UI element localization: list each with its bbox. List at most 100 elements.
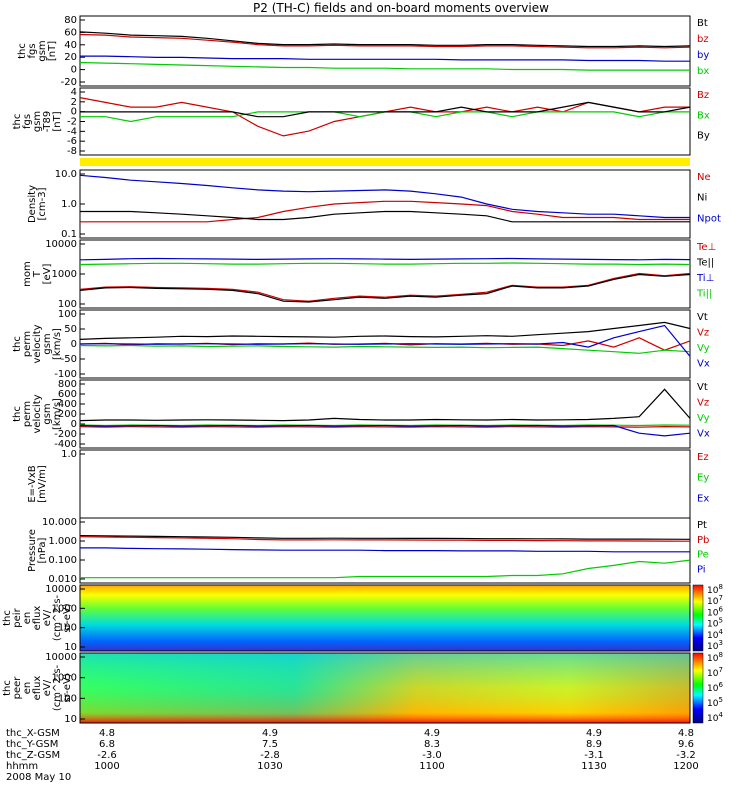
- y-tick-label: 20: [64, 52, 77, 63]
- y-tick-label: 1.0: [61, 449, 77, 460]
- y-tick-label: 1.000: [48, 536, 77, 547]
- y-tick-label: 0: [71, 107, 77, 118]
- footer-row-label: hhmm: [6, 761, 39, 772]
- footer-value: 4.9: [586, 728, 602, 739]
- legend-label: Pe: [697, 550, 709, 561]
- panel-frame: [79, 15, 691, 87]
- legend-label: bx: [697, 66, 709, 77]
- y-axis-label: en: [22, 682, 33, 695]
- series-line-Vy: [79, 344, 691, 354]
- y-tick-label: 50: [64, 324, 77, 335]
- footer-value: 4.8: [678, 728, 694, 739]
- legend-label: Te||: [696, 258, 714, 269]
- y-axis-label: thc: [17, 43, 28, 59]
- legend-label: Vz: [697, 398, 709, 409]
- y-tick-label: 60: [64, 27, 77, 38]
- footer-value: -2.6: [97, 750, 117, 761]
- panel-peer_en_eflux: 108 107 106 105 104 10000 1000 100 10 thc peer en ef…: [2, 651, 723, 725]
- y-axis-label: eV/: [42, 609, 53, 626]
- y-axis-label: thc: [2, 610, 13, 626]
- y-axis-label: eV/: [42, 679, 53, 696]
- y-axis-label: en: [22, 612, 33, 625]
- series-line-Ti⊥: [79, 257, 691, 261]
- y-tick-label: 1000: [52, 269, 77, 280]
- legend-label: Bz: [697, 90, 709, 101]
- panel-frame: [79, 169, 691, 239]
- y-axis-label: [nT]: [52, 111, 63, 131]
- legend-label: Pi: [697, 564, 706, 575]
- panel-perm_velocity: 100 50 0 -50 -100 thc perm velocity gsm [km/s] Vt V…: [12, 309, 710, 380]
- y-axis-label: [nT]: [47, 41, 58, 61]
- colorbar-tick-label: 108: [707, 651, 723, 664]
- series-line-Te⊥: [79, 272, 691, 302]
- series-line-Te||: [79, 273, 691, 303]
- y-tick-label: 10000: [45, 239, 77, 250]
- y-tick-label: -20: [61, 77, 77, 88]
- y-axis-label: thc: [12, 336, 23, 352]
- panel-pressure: 10.000 1.000 0.100 0.010 Pressure [nPa] Pt Pb Pe…: [27, 517, 709, 585]
- colorbar-tick-label: 106: [707, 681, 723, 694]
- y-tick-label: 1.0: [61, 199, 77, 210]
- panel-frame: [79, 379, 691, 449]
- y-tick-label: -2: [67, 117, 77, 128]
- series-line-Vx: [79, 424, 691, 437]
- panel-frame: [79, 652, 691, 724]
- y-axis-label: sr-eV): [62, 603, 73, 632]
- y-axis-label: mom: [22, 261, 33, 287]
- y-axis-label: gsm: [37, 40, 48, 61]
- y-axis-label: peir: [12, 607, 23, 627]
- y-axis-label: sr-eV): [62, 673, 73, 702]
- series-line-By: [80, 101, 691, 118]
- y-tick-label: 0: [71, 65, 77, 76]
- y-axis-label: thc: [2, 680, 13, 696]
- y-axis-label: fgs: [27, 43, 38, 58]
- plot-title: P2 (TH-C) fields and on-board moments ov…: [253, 1, 549, 15]
- y-axis-label: thc: [12, 406, 23, 422]
- footer-value: 1030: [257, 761, 283, 772]
- legend-label: Ey: [697, 473, 709, 484]
- legend-label: by: [697, 50, 709, 61]
- legend-label: Ex: [697, 493, 709, 504]
- y-axis-label: T: [32, 270, 43, 278]
- y-tick-label: 1000: [52, 603, 77, 614]
- footer-value: 6.8: [99, 739, 115, 750]
- legend-label: Ez: [697, 452, 709, 463]
- y-tick-label: 40: [64, 40, 77, 51]
- y-tick-label: 10: [64, 714, 77, 725]
- series-line-bz: [79, 33, 691, 49]
- y-tick-label: 100: [58, 693, 77, 704]
- series-line-Bt: [79, 31, 691, 48]
- series-line-Bx: [80, 111, 690, 123]
- legend-label: Ne: [697, 172, 711, 183]
- y-tick-label: 0: [71, 339, 77, 350]
- legend-label: Vx: [697, 359, 710, 370]
- legend-label: Vx: [697, 429, 710, 440]
- y-axis-label: [mV/m]: [37, 465, 48, 503]
- y-tick-label: -50: [61, 354, 77, 365]
- footer-value: 1200: [673, 761, 699, 772]
- footer-value: 8.9: [586, 739, 602, 750]
- y-tick-label: 100: [58, 623, 77, 634]
- legend-label: Pt: [697, 520, 707, 531]
- y-axis-label: velocity: [32, 394, 43, 433]
- footer-value: 4.9: [262, 728, 278, 739]
- legend-label: Npot: [697, 213, 721, 224]
- series-line-Vt: [79, 388, 691, 422]
- legend-label: Vy: [697, 413, 710, 424]
- y-tick-label: 10000: [45, 652, 77, 663]
- footer-row-label: 2008 May 10: [6, 772, 72, 783]
- separator-band: [80, 158, 690, 166]
- footer-value: -3.2: [676, 750, 696, 761]
- y-axis-label: Pressure: [27, 529, 38, 572]
- y-axis-label: gsm: [42, 403, 53, 424]
- panel-mom_T: 10000 1000 100 mom T [eV] Te⊥ Te|| Ti⊥ Ti||: [22, 239, 716, 310]
- y-tick-label: 10000: [45, 584, 77, 595]
- series-line-Pb: [79, 536, 691, 542]
- y-tick-label: -6: [67, 136, 77, 147]
- footer-row-label: thc_Y-GSM: [6, 739, 59, 750]
- panel-frame: [79, 517, 691, 584]
- y-axis-label: eflux: [32, 606, 43, 631]
- series-line-Pe: [80, 559, 691, 579]
